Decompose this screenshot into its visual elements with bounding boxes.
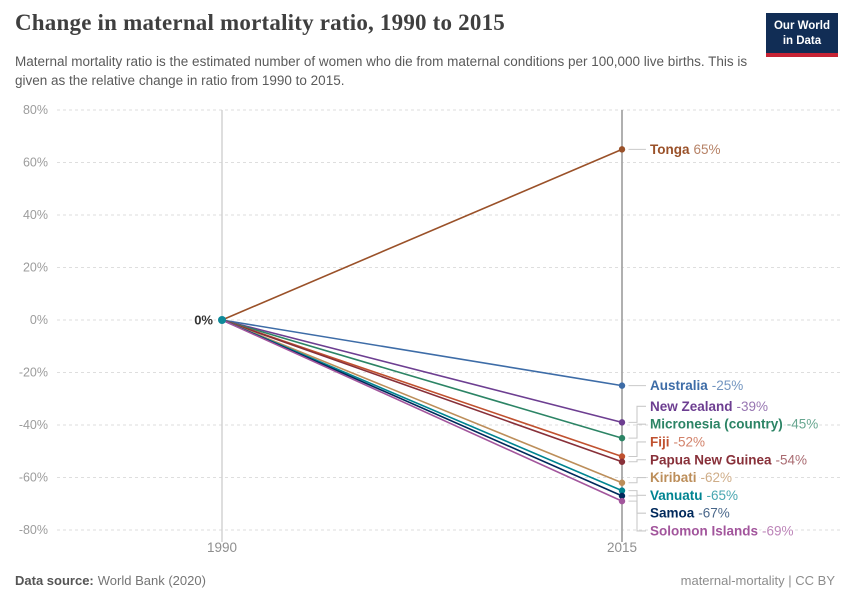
series-value-vanuatu: -65% [707, 488, 739, 503]
page-title: Change in maternal mortality ratio, 1990… [15, 10, 505, 35]
license-text: maternal-mortality | CC BY [680, 573, 835, 588]
series-name-papua-new-guinea: Papua New Guinea [650, 452, 772, 467]
series-dot-vanuatu[interactable] [618, 487, 626, 494]
ytick--20: -20% [19, 366, 48, 380]
ytick-0: 0% [30, 313, 48, 327]
ytick--40: -40% [19, 418, 48, 432]
series-line-kiribati[interactable] [221, 319, 623, 484]
series-label-tonga[interactable]: Tonga 65% [649, 140, 723, 158]
series-line-solomon-islands[interactable] [221, 319, 623, 502]
series-line-australia[interactable] [221, 319, 623, 387]
connector-kiribati [628, 476, 646, 484]
series-name-micronesia-country: Micronesia (country) [650, 417, 783, 432]
series-value-solomon-islands: -69% [762, 524, 794, 539]
origin-dot[interactable] [218, 316, 226, 324]
chart-footer: Data source: World Bank (2020) maternal-m… [15, 573, 835, 588]
series-dot-samoa[interactable] [618, 492, 626, 500]
ytick--80: -80% [19, 523, 48, 537]
owid-logo[interactable]: Our World in Data [765, 13, 838, 57]
data-source: Data source: World Bank (2020) [15, 573, 206, 588]
connector-micronesia-country [628, 423, 646, 439]
series-name-solomon-islands: Solomon Islands [650, 524, 758, 539]
series-value-tonga: 65% [694, 142, 721, 157]
ytick-40: 40% [23, 208, 48, 222]
series-label-solomon-islands[interactable]: Solomon Islands -69% [649, 522, 796, 540]
series-dot-micronesia-country[interactable] [618, 434, 626, 442]
series-value-fiji: -52% [674, 435, 706, 450]
connector-solomon-islands [628, 500, 646, 532]
series-label-kiribati[interactable]: Kiribati -62% [649, 469, 734, 487]
series-value-australia: -25% [712, 378, 744, 393]
series-name-samoa: Samoa [650, 506, 695, 521]
series-line-micronesia-country[interactable] [221, 319, 623, 439]
series-line-fiji[interactable] [221, 319, 623, 458]
series-dot-fiji[interactable] [618, 453, 626, 460]
ytick-60: 60% [23, 156, 48, 170]
series-name-fiji: Fiji [650, 435, 670, 450]
series-line-vanuatu[interactable] [221, 319, 623, 492]
series-value-new-zealand: -39% [737, 399, 769, 414]
connector-new-zealand [628, 405, 646, 423]
owid-logo-line1: Our World [773, 20, 830, 32]
series-label-papua-new-guinea[interactable]: Papua New Guinea -54% [649, 451, 809, 469]
series-dot-tonga[interactable] [618, 146, 626, 153]
connector-papua-new-guinea [628, 459, 646, 463]
connector-fiji [628, 441, 646, 458]
series-dot-australia[interactable] [618, 382, 626, 389]
x-label-1990: 1990 [207, 540, 237, 555]
x-label-2015: 2015 [607, 540, 637, 555]
series-label-samoa[interactable]: Samoa -67% [649, 504, 732, 522]
series-dot-papua-new-guinea[interactable] [618, 458, 626, 465]
series-line-papua-new-guinea[interactable] [221, 319, 623, 463]
series-label-new-zealand[interactable]: New Zealand -39% [649, 397, 770, 415]
series-line-tonga[interactable] [221, 148, 623, 321]
owid-logo-line2: in Data [782, 34, 822, 47]
series-name-vanuatu: Vanuatu [650, 488, 703, 503]
ytick-20: 20% [23, 261, 48, 275]
series-dot-kiribati[interactable] [618, 479, 626, 486]
series-label-micronesia-country[interactable]: Micronesia (country) -45% [649, 415, 820, 433]
series-line-new-zealand[interactable] [221, 319, 623, 424]
series-value-samoa: -67% [698, 506, 730, 521]
series-label-australia[interactable]: Australia -25% [649, 377, 745, 395]
data-source-value: World Bank (2020) [97, 573, 206, 588]
series-dot-new-zealand[interactable] [618, 419, 626, 426]
data-source-label: Data source: [15, 573, 94, 588]
series-name-kiribati: Kiribati [650, 470, 697, 485]
ytick--60: -60% [19, 471, 48, 485]
series-label-fiji[interactable]: Fiji -52% [649, 433, 707, 451]
ytick-80: 80% [23, 103, 48, 117]
series-name-new-zealand: New Zealand [650, 399, 733, 414]
series-value-micronesia-country: -45% [787, 417, 819, 432]
series-label-vanuatu[interactable]: Vanuatu -65% [649, 486, 740, 504]
series-name-australia: Australia [650, 378, 708, 393]
series-name-tonga: Tonga [650, 142, 690, 157]
connector-vanuatu [628, 490, 646, 496]
series-dot-solomon-islands[interactable] [618, 497, 626, 505]
series-value-papua-new-guinea: -54% [776, 452, 808, 467]
chart-subtitle: Maternal mortality ratio is the estimate… [15, 54, 748, 89]
series-value-kiribati: -62% [701, 470, 733, 485]
origin-label: 0% [194, 312, 213, 327]
